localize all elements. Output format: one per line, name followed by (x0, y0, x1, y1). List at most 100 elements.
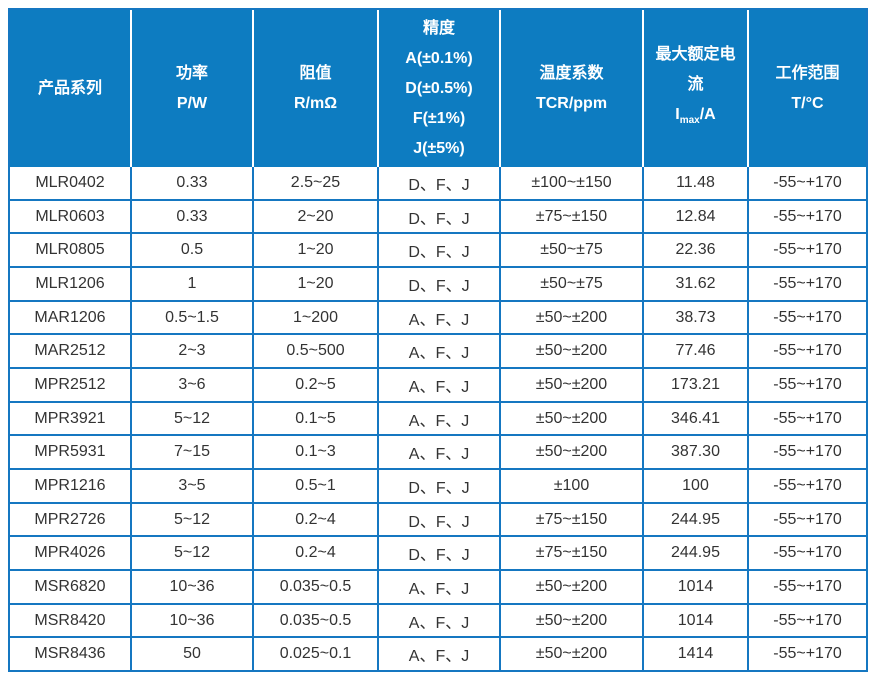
table-cell-precision: D、F、J (377, 537, 499, 570)
table-cell-temperature-coefficient: ±50~±75 (499, 268, 642, 300)
table-row: MSR6820 10~36 0.035~0.5 A、F、J ±50~±200 1014 -5… (10, 571, 866, 605)
table-cell-power: 5~12 (130, 402, 252, 435)
table-cell-working-range: -55~+170 (747, 369, 866, 401)
table-cell-working-range: -55~+170 (747, 301, 866, 334)
table-cell-power: 0.33 (130, 167, 252, 199)
table-cell-resistance: 0.025~0.1 (252, 638, 377, 671)
table-row: MAR1206 0.5~1.5 1~200 A、F、J ±50~±200 38.73 -55… (10, 301, 866, 336)
column-header-line: T/°C (791, 94, 824, 112)
table-cell-temperature-coefficient: ±50~±200 (499, 571, 642, 603)
table-cell-precision: A、F、J (377, 369, 499, 401)
table-cell-resistance: 1~200 (252, 301, 377, 334)
column-header-working-range: 工作范围 T/°C (747, 10, 866, 167)
table-cell-precision: D、F、J (377, 200, 499, 233)
table-cell-max-rated-current: 346.41 (642, 402, 747, 435)
column-header-line: D(±0.5%) (405, 79, 473, 97)
table-cell-precision: D、F、J (377, 234, 499, 267)
table-cell-temperature-coefficient: ±50~±75 (499, 234, 642, 267)
table-cell-resistance: 0.2~4 (252, 503, 377, 536)
table-cell-working-range: -55~+170 (747, 268, 866, 300)
table-cell-max-rated-current: 77.46 (642, 335, 747, 368)
table-cell-max-rated-current: 12.84 (642, 200, 747, 233)
table-cell-precision: A、F、J (377, 436, 499, 469)
table-cell-temperature-coefficient: ±50~±200 (499, 638, 642, 671)
table-cell-working-range: -55~+170 (747, 436, 866, 469)
table-row: MPR3921 5~12 0.1~5 A、F、J ±50~±200 346.41 -55~+… (10, 402, 866, 437)
table-cell-precision: D、F、J (377, 268, 499, 300)
table-cell-temperature-coefficient: ±100 (499, 470, 642, 502)
table-cell-max-rated-current: 1014 (642, 604, 747, 637)
table-cell-max-rated-current: 1414 (642, 638, 747, 671)
table-cell-power: 2~3 (130, 335, 252, 368)
table-cell-temperature-coefficient: ±50~±200 (499, 301, 642, 334)
table-cell-power: 5~12 (130, 537, 252, 570)
column-header-precision: 精度 A(±0.1%) D(±0.5%) F(±1%) J(±5%) (377, 10, 499, 167)
column-header-resistance: 阻值 R/mΩ (252, 10, 377, 167)
table-cell-product-series: MPR5931 (34, 443, 106, 461)
table-cell-resistance: 0.5~1 (252, 470, 377, 502)
table-cell-resistance: 0.2~4 (252, 537, 377, 570)
column-header-line: 温度系数 (539, 64, 604, 82)
table-cell-resistance: 0.1~3 (252, 436, 377, 469)
table-cell-resistance: 1~20 (252, 234, 377, 267)
column-header-part: I (675, 106, 680, 124)
table-cell-precision: A、F、J (377, 604, 499, 637)
table-cell-resistance: 2.5~25 (252, 167, 377, 199)
table-cell-temperature-coefficient: ±50~±200 (499, 604, 642, 637)
column-header-line: 产品系列 (37, 79, 102, 97)
table-cell-resistance: 1~20 (252, 268, 377, 300)
table-cell-temperature-coefficient: ±50~±200 (499, 402, 642, 435)
column-header-line: 工作范围 (775, 64, 840, 82)
table-cell-precision: A、F、J (377, 402, 499, 435)
header-row: 产品系列 功率 P/W 阻值 R/mΩ 精度 A(±0.1%) D(±0.5%) F(±1%) J… (10, 10, 866, 167)
column-header-line: F(±1%) (412, 109, 466, 127)
column-header-part: /A (699, 106, 716, 124)
table-row: MSR8420 10~36 0.035~0.5 A、F、J ±50~±200 1014 -5… (10, 604, 866, 639)
table-cell-temperature-coefficient: ±50~±200 (499, 369, 642, 401)
column-header-line: 最大额定电 (655, 46, 736, 64)
table-cell-power: 5~12 (130, 503, 252, 536)
table-row: MAR2512 2~3 0.5~500 A、F、J ±50~±200 77.46 -55~+… (10, 335, 866, 370)
table-row: MPR2512 3~6 0.2~5 A、F、J ±50~±200 173.21 -55~+1… (10, 369, 866, 403)
table-cell-product-series: MAR1206 (34, 308, 106, 326)
table-cell-working-range: -55~+170 (747, 604, 866, 637)
table-cell-product-series: MLR1206 (35, 274, 105, 292)
table-cell-working-range: -55~+170 (747, 638, 866, 671)
table-cell-resistance: 0.035~0.5 (252, 604, 377, 637)
column-header-line: 功率 (175, 64, 208, 82)
table-cell-max-rated-current: 173.21 (642, 369, 747, 401)
table-cell-max-rated-current: 31.62 (642, 268, 747, 300)
column-header-max-rated-current: 最大额定电流 Imax/A (642, 10, 747, 167)
column-header-line: A(±0.1%) (405, 49, 473, 67)
table-row: MPR5931 7~15 0.1~3 A、F、J ±50~±200 387.30 -55~+… (10, 436, 866, 471)
table-row: MLR0402 0.33 2.5~25 D、F、J ±100~±150 11.48 -55~… (10, 167, 866, 201)
table-row: MPR2726 5~12 0.2~4 D、F、J ±75~±150 244.95 -55~+… (10, 503, 866, 538)
table-cell-temperature-coefficient: ±50~±200 (499, 335, 642, 368)
table-cell-working-range: -55~+170 (747, 200, 866, 233)
column-header-line: R/mΩ (293, 94, 338, 112)
column-header-line: TCR/ppm (535, 94, 608, 112)
table-cell-max-rated-current: 38.73 (642, 301, 747, 334)
table-cell-precision: A、F、J (377, 301, 499, 334)
table-cell-temperature-coefficient: ±75~±150 (499, 200, 642, 233)
table-cell-product-series: MSR6820 (34, 577, 106, 595)
table-cell-power: 10~36 (130, 604, 252, 637)
table-cell-power: 3~5 (130, 470, 252, 502)
table-cell-working-range: -55~+170 (747, 571, 866, 603)
table-cell-product-series: MLR0402 (35, 173, 105, 191)
table-cell-product-series: MPR4026 (34, 544, 106, 562)
table-row: MLR0603 0.33 2~20 D、F、J ±75~±150 12.84 -55~+17… (10, 200, 866, 235)
table-cell-precision: D、F、J (377, 470, 499, 502)
table-cell-max-rated-current: 1014 (642, 571, 747, 603)
table-cell-power: 10~36 (130, 571, 252, 603)
table-cell-working-range: -55~+170 (747, 503, 866, 536)
table-cell-working-range: -55~+170 (747, 234, 866, 267)
table-cell-power: 0.5~1.5 (130, 301, 252, 334)
table-cell-resistance: 2~20 (252, 200, 377, 233)
table-cell-working-range: -55~+170 (747, 402, 866, 435)
table-cell-power: 50 (130, 638, 252, 671)
table-cell-working-range: -55~+170 (747, 167, 866, 199)
table-cell-precision: D、F、J (377, 167, 499, 199)
table-cell-product-series: MPR1216 (34, 476, 106, 494)
table-row: MPR4026 5~12 0.2~4 D、F、J ±75~±150 244.95 -55~+… (10, 537, 866, 572)
